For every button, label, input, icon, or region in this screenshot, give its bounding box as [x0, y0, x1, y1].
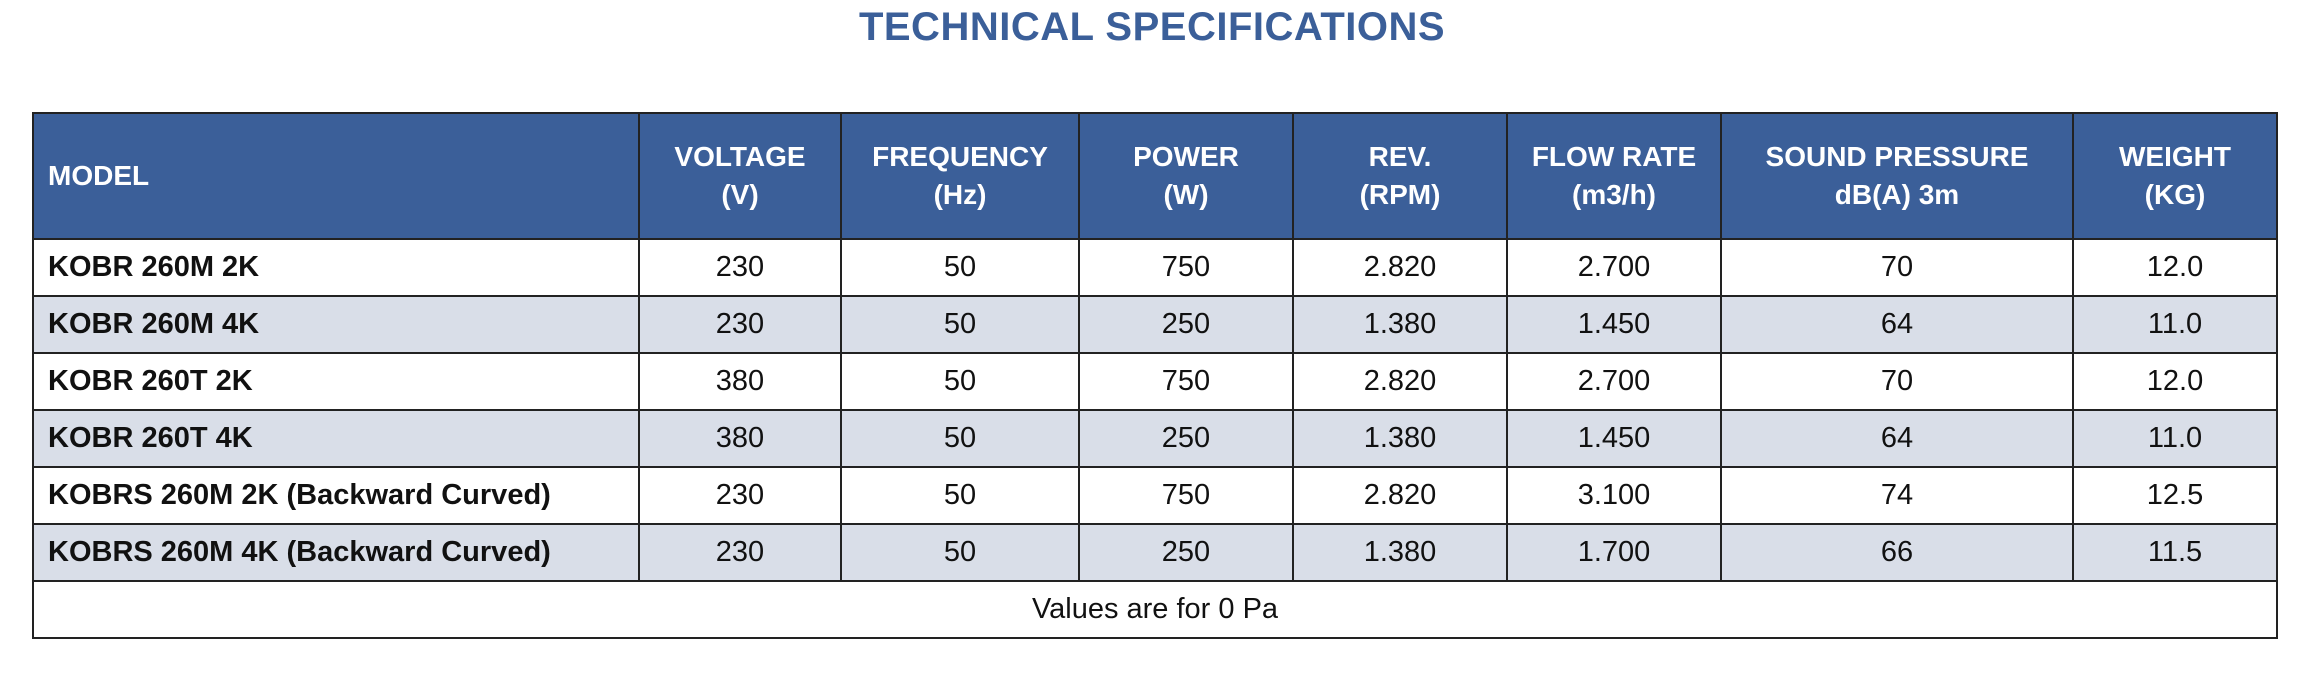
- flow-rate-cell: 3.100: [1506, 466, 1722, 525]
- table-row: KOBR 260T 2K 380 50 750 2.820 2.700 70 1…: [32, 352, 2278, 411]
- table-footer: Values are for 0 Pa: [32, 580, 2278, 639]
- rev-cell: 1.380: [1292, 523, 1508, 582]
- power-cell: 750: [1078, 238, 1294, 297]
- column-header-sound-pressure: SOUND PRESSURE dB(A) 3m: [1720, 112, 2074, 240]
- table-row: KOBR 260M 4K 230 50 250 1.380 1.450 64 1…: [32, 295, 2278, 354]
- flow-rate-cell: 2.700: [1506, 238, 1722, 297]
- column-header-unit: (Hz): [933, 179, 987, 210]
- frequency-cell: 50: [840, 352, 1080, 411]
- sound-pressure-cell: 64: [1720, 409, 2074, 468]
- flow-rate-cell: 1.700: [1506, 523, 1722, 582]
- table-body: KOBR 260M 2K 230 50 750 2.820 2.700 70 1…: [32, 238, 2278, 582]
- frequency-cell: 50: [840, 523, 1080, 582]
- footer-note: Values are for 0 Pa: [32, 580, 2278, 639]
- column-header-model: MODEL: [32, 112, 640, 240]
- column-header-label: WEIGHT: [2119, 141, 2231, 172]
- column-header-unit: (V): [721, 179, 759, 210]
- model-cell: KOBRS 260M 4K (Backward Curved): [32, 523, 640, 582]
- model-cell: KOBRS 260M 2K (Backward Curved): [32, 466, 640, 525]
- column-header-label: SOUND PRESSURE: [1765, 141, 2029, 172]
- frequency-cell: 50: [840, 238, 1080, 297]
- column-header-label: REV.: [1368, 141, 1432, 172]
- weight-cell: 12.0: [2072, 238, 2278, 297]
- table-header: MODEL VOLTAGE (V) FREQUENCY (Hz) POWER (…: [32, 112, 2278, 240]
- rev-cell: 2.820: [1292, 466, 1508, 525]
- column-header-weight: WEIGHT (KG): [2072, 112, 2278, 240]
- frequency-cell: 50: [840, 295, 1080, 354]
- voltage-cell: 230: [638, 238, 842, 297]
- footer-row: Values are for 0 Pa: [32, 580, 2278, 639]
- weight-cell: 11.5: [2072, 523, 2278, 582]
- rev-cell: 2.820: [1292, 238, 1508, 297]
- weight-cell: 11.0: [2072, 295, 2278, 354]
- table-row: KOBR 260T 4K 380 50 250 1.380 1.450 64 1…: [32, 409, 2278, 468]
- weight-cell: 11.0: [2072, 409, 2278, 468]
- column-header-unit: (W): [1163, 179, 1209, 210]
- sound-pressure-cell: 74: [1720, 466, 2074, 525]
- page-title: TECHNICAL SPECIFICATIONS: [858, 5, 1446, 49]
- voltage-cell: 380: [638, 409, 842, 468]
- column-header-unit: dB(A) 3m: [1834, 179, 1960, 210]
- rev-cell: 1.380: [1292, 409, 1508, 468]
- table-row: KOBRS 260M 2K (Backward Curved) 230 50 7…: [32, 466, 2278, 525]
- flow-rate-cell: 1.450: [1506, 409, 1722, 468]
- frequency-cell: 50: [840, 466, 1080, 525]
- model-cell: KOBR 260T 4K: [32, 409, 640, 468]
- voltage-cell: 230: [638, 466, 842, 525]
- power-cell: 250: [1078, 523, 1294, 582]
- column-header-label: MODEL: [48, 160, 150, 191]
- rev-cell: 2.820: [1292, 352, 1508, 411]
- frequency-cell: 50: [840, 409, 1080, 468]
- table-row: KOBRS 260M 4K (Backward Curved) 230 50 2…: [32, 523, 2278, 582]
- column-header-unit: (m3/h): [1572, 179, 1656, 210]
- voltage-cell: 230: [638, 523, 842, 582]
- specifications-table: MODEL VOLTAGE (V) FREQUENCY (Hz) POWER (…: [32, 112, 2278, 639]
- column-header-unit: (KG): [2144, 179, 2206, 210]
- sound-pressure-cell: 70: [1720, 238, 2074, 297]
- flow-rate-cell: 2.700: [1506, 352, 1722, 411]
- model-cell: KOBR 260T 2K: [32, 352, 640, 411]
- sound-pressure-cell: 66: [1720, 523, 2074, 582]
- voltage-cell: 380: [638, 352, 842, 411]
- model-cell: KOBR 260M 2K: [32, 238, 640, 297]
- sound-pressure-cell: 70: [1720, 352, 2074, 411]
- column-header-label: POWER: [1133, 141, 1239, 172]
- column-header-label: FLOW RATE: [1531, 141, 1697, 172]
- power-cell: 750: [1078, 466, 1294, 525]
- column-header-label: VOLTAGE: [674, 141, 806, 172]
- table-row: KOBR 260M 2K 230 50 750 2.820 2.700 70 1…: [32, 238, 2278, 297]
- column-header-label: FREQUENCY: [872, 141, 1048, 172]
- sound-pressure-cell: 64: [1720, 295, 2074, 354]
- weight-cell: 12.0: [2072, 352, 2278, 411]
- column-header-frequency: FREQUENCY (Hz): [840, 112, 1080, 240]
- voltage-cell: 230: [638, 295, 842, 354]
- rev-cell: 1.380: [1292, 295, 1508, 354]
- column-header-voltage: VOLTAGE (V): [638, 112, 842, 240]
- power-cell: 750: [1078, 352, 1294, 411]
- column-header-power: POWER (W): [1078, 112, 1294, 240]
- weight-cell: 12.5: [2072, 466, 2278, 525]
- header-row: MODEL VOLTAGE (V) FREQUENCY (Hz) POWER (…: [32, 112, 2278, 240]
- power-cell: 250: [1078, 295, 1294, 354]
- column-header-flow-rate: FLOW RATE (m3/h): [1506, 112, 1722, 240]
- model-cell: KOBR 260M 4K: [32, 295, 640, 354]
- power-cell: 250: [1078, 409, 1294, 468]
- column-header-unit: (RPM): [1359, 179, 1441, 210]
- column-header-rev: REV. (RPM): [1292, 112, 1508, 240]
- flow-rate-cell: 1.450: [1506, 295, 1722, 354]
